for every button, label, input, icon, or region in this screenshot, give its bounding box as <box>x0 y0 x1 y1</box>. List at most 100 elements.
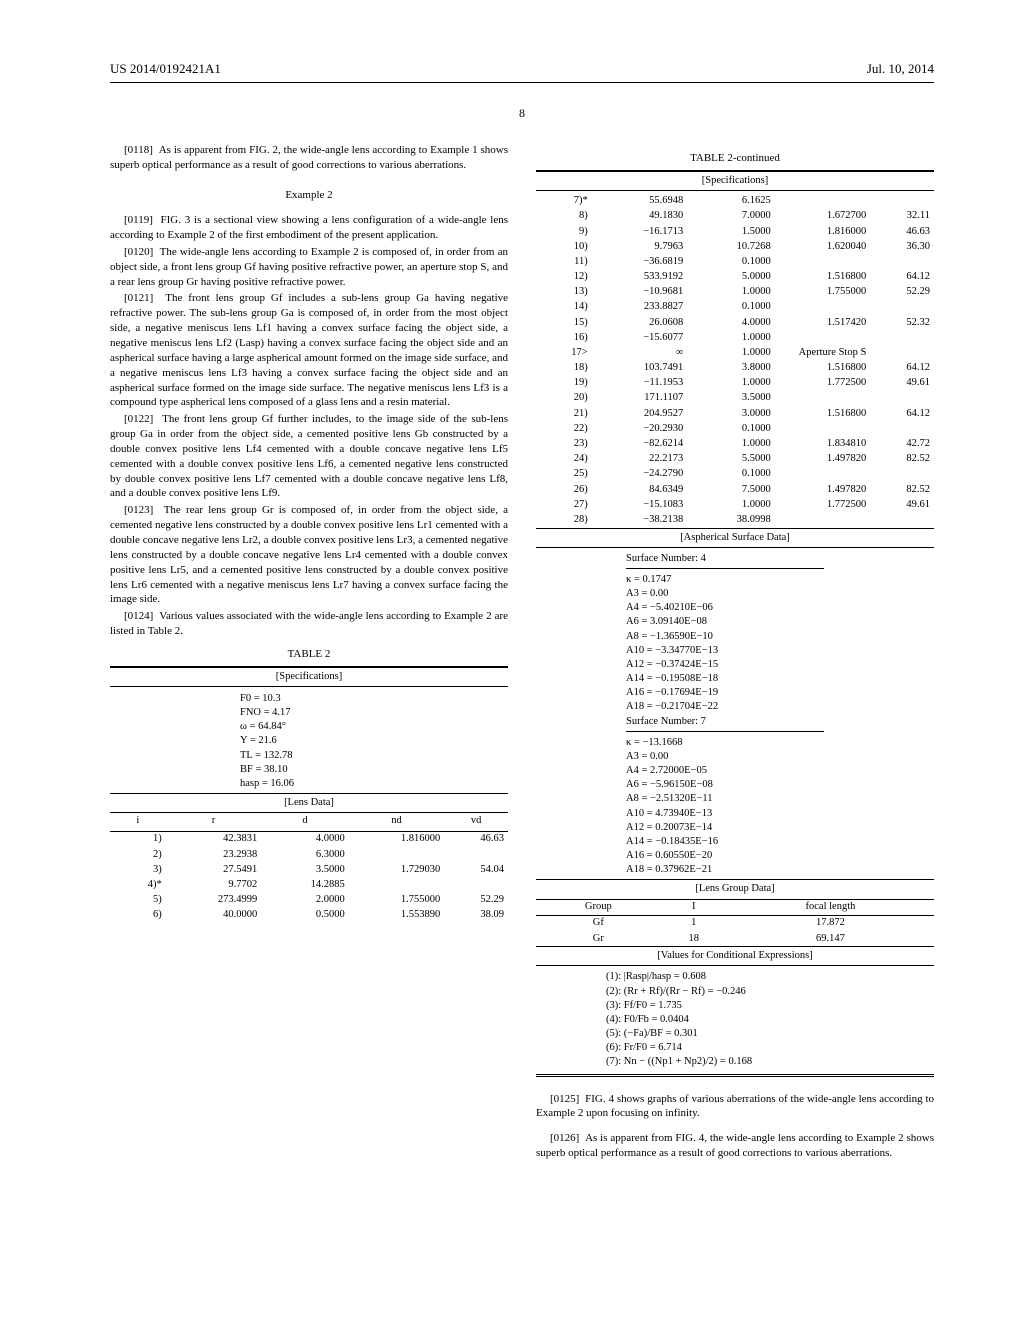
asph-line: A18 = 0.37962E−21 <box>626 863 934 877</box>
asph-line: Surface Number: 7 <box>626 715 934 729</box>
right-column: TABLE 2-continued [Specifications] 7)*55… <box>536 143 934 1163</box>
lens-header: vd <box>444 813 508 831</box>
table-row: 10)9.796310.72681.62004036.30 <box>536 239 934 254</box>
para-0118: [0118] As is apparent from FIG. 2, the w… <box>110 143 508 173</box>
spec-line: F0 = 10.3 <box>240 692 508 706</box>
asph-line: A14 = −0.18435E−16 <box>626 835 934 849</box>
spec-line: BF = 38.10 <box>240 763 508 777</box>
table-row: 20)171.11073.5000 <box>536 391 934 406</box>
table-row: 15)26.06084.00001.51742052.32 <box>536 315 934 330</box>
asph-line: A4 = 2.72000E−05 <box>626 764 934 778</box>
table-row: 6)40.00000.50001.55389038.09 <box>110 908 508 923</box>
asph-line: A16 = 0.60550E−20 <box>626 849 934 863</box>
table-row: 24)22.21735.50001.49782082.52 <box>536 452 934 467</box>
aspherical-label: [Aspherical Surface Data] <box>536 529 934 548</box>
table-row: 7)*55.69486.1625 <box>536 194 934 209</box>
asph-line: A6 = 3.09140E−08 <box>626 615 934 629</box>
table-row: 8)49.18307.00001.67270032.11 <box>536 209 934 224</box>
patent-number: US 2014/0192421A1 <box>110 60 221 78</box>
asph-line: A8 = −1.36590E−10 <box>626 630 934 644</box>
table-row: 19)−11.19531.00001.77250049.61 <box>536 376 934 391</box>
table-row: 21)204.95273.00001.51680064.12 <box>536 406 934 421</box>
table-row: 1)42.38314.00001.81600046.63 <box>110 831 508 847</box>
lens-data-table-left: irdndvd 1)42.38314.00001.81600046.632)23… <box>110 813 508 923</box>
publication-date: Jul. 10, 2014 <box>867 60 934 78</box>
lens-group-table: GroupIfocal length Gf117.872Gr1869.147 <box>536 900 934 948</box>
lens-header: d <box>261 813 349 831</box>
aspherical-surface-7-block: κ = −13.1668A3 = 0.00A4 = 2.72000E−05A6 … <box>536 732 934 881</box>
cond-line: (7): Nn − ((Np1 + Np2)/2) = 0.168 <box>606 1055 934 1069</box>
table-row: 27)−15.10831.00001.77250049.61 <box>536 497 934 512</box>
para-0121: [0121] The front lens group Gf includes … <box>110 291 508 410</box>
spec-line: Y = 21.6 <box>240 734 508 748</box>
spec-line: ω = 64.84° <box>240 720 508 734</box>
table-row: 26)84.63497.50001.49782082.52 <box>536 482 934 497</box>
asph-line: A14 = −0.19508E−18 <box>626 672 934 686</box>
cond-line: (4): F0/Fb = 0.0404 <box>606 1013 934 1027</box>
table-row: 23)−82.62141.00001.83481042.72 <box>536 437 934 452</box>
table-row: 16)−15.60771.0000 <box>536 330 934 345</box>
para-0120: [0120] The wide-angle lens according to … <box>110 245 508 290</box>
lens-header: i <box>110 813 166 831</box>
table-2-continued-title: TABLE 2-continued <box>536 151 934 166</box>
para-0125: [0125] FIG. 4 shows graphs of various ab… <box>536 1092 934 1122</box>
asph-line: κ = −13.1668 <box>626 736 934 750</box>
table-row: 11)−36.68190.1000 <box>536 254 934 269</box>
lens-data-label: [Lens Data] <box>110 794 508 813</box>
table-row: Gr1869.147 <box>536 931 934 947</box>
spec-line: TL = 132.78 <box>240 749 508 763</box>
table-row: Gf117.872 <box>536 915 934 931</box>
left-column: [0118] As is apparent from FIG. 2, the w… <box>110 143 508 1163</box>
conditional-label: [Values for Conditional Expressions] <box>536 947 934 966</box>
page-header: US 2014/0192421A1 Jul. 10, 2014 <box>110 60 934 83</box>
lens-group-label: [Lens Group Data] <box>536 880 934 899</box>
table-row: 18)103.74913.80001.51680064.12 <box>536 361 934 376</box>
table-row: 25)−24.27900.1000 <box>536 467 934 482</box>
asph-line: A12 = 0.20073E−14 <box>626 821 934 835</box>
aspherical-surface-4-block: κ = 0.1747A3 = 0.00A4 = −5.40210E−06A6 =… <box>536 569 934 731</box>
asph-line: A3 = 0.00 <box>626 750 934 764</box>
table-row: 4)*9.770214.2885 <box>110 877 508 892</box>
table-row: 22)−20.29300.1000 <box>536 421 934 436</box>
conditional-block: (1): |Rasp|/hasp = 0.608(2): (Rr + Rf)/(… <box>536 966 934 1074</box>
asph-line: A18 = −0.21704E−22 <box>626 700 934 714</box>
asph-line: A4 = −5.40210E−06 <box>626 601 934 615</box>
para-0123: [0123] The rear lens group Gr is compose… <box>110 503 508 607</box>
table-row: 13)−10.96811.00001.75500052.29 <box>536 285 934 300</box>
asph-line: κ = 0.1747 <box>626 573 934 587</box>
table-row: 12)533.91925.00001.51680064.12 <box>536 270 934 285</box>
table-2-title: TABLE 2 <box>110 647 508 662</box>
para-0119: [0119] FIG. 3 is a sectional view showin… <box>110 213 508 243</box>
cond-line: (3): Ff/F0 = 1.735 <box>606 999 934 1013</box>
specifications-block: F0 = 10.3FNO = 4.17ω = 64.84°Y = 21.6TL … <box>110 690 508 794</box>
asph-line: A8 = −2.51320E−11 <box>626 792 934 806</box>
page-number: 8 <box>110 105 934 121</box>
lens-data-table-right: 7)*55.69486.16258)49.18307.00001.6727003… <box>536 194 934 529</box>
table-row: 17>∞1.0000Aperture Stop S <box>536 345 934 360</box>
para-0126: [0126] As is apparent from FIG. 4, the w… <box>536 1131 934 1161</box>
spec-line: hasp = 16.06 <box>240 777 508 791</box>
para-0124: [0124] Various values associated with th… <box>110 609 508 639</box>
lens-header: r <box>166 813 262 831</box>
lens-header: nd <box>349 813 445 831</box>
cond-line: (5): (−Fa)/BF = 0.301 <box>606 1027 934 1041</box>
asph-line: A10 = 4.73940E−13 <box>626 807 934 821</box>
specifications-label-right: [Specifications] <box>536 171 934 190</box>
table-row: 3)27.54913.50001.72903054.04 <box>110 862 508 877</box>
cond-line: (6): Fr/F0 = 6.714 <box>606 1041 934 1055</box>
para-0122: [0122] The front lens group Gf further i… <box>110 412 508 501</box>
cond-line: (2): (Rr + Rf)/(Rr − Rf) = −0.246 <box>606 985 934 999</box>
asph-line: A12 = −0.37424E−15 <box>626 658 934 672</box>
specifications-label: [Specifications] <box>110 667 508 686</box>
aspherical-surface-4-title: Surface Number: 4 <box>536 548 934 568</box>
table-row: 28)−38.213838.0998 <box>536 512 934 528</box>
table-row: 5)273.49992.00001.75500052.29 <box>110 893 508 908</box>
table-row: 14)233.88270.1000 <box>536 300 934 315</box>
asph-line: A6 = −5.96150E−08 <box>626 778 934 792</box>
table-row: 9)−16.17131.50001.81600046.63 <box>536 224 934 239</box>
cond-line: (1): |Rasp|/hasp = 0.608 <box>606 970 934 984</box>
asph-line: A10 = −3.34770E−13 <box>626 644 934 658</box>
asph-line: A3 = 0.00 <box>626 587 934 601</box>
table-row: 2)23.29386.3000 <box>110 847 508 862</box>
spec-line: FNO = 4.17 <box>240 706 508 720</box>
